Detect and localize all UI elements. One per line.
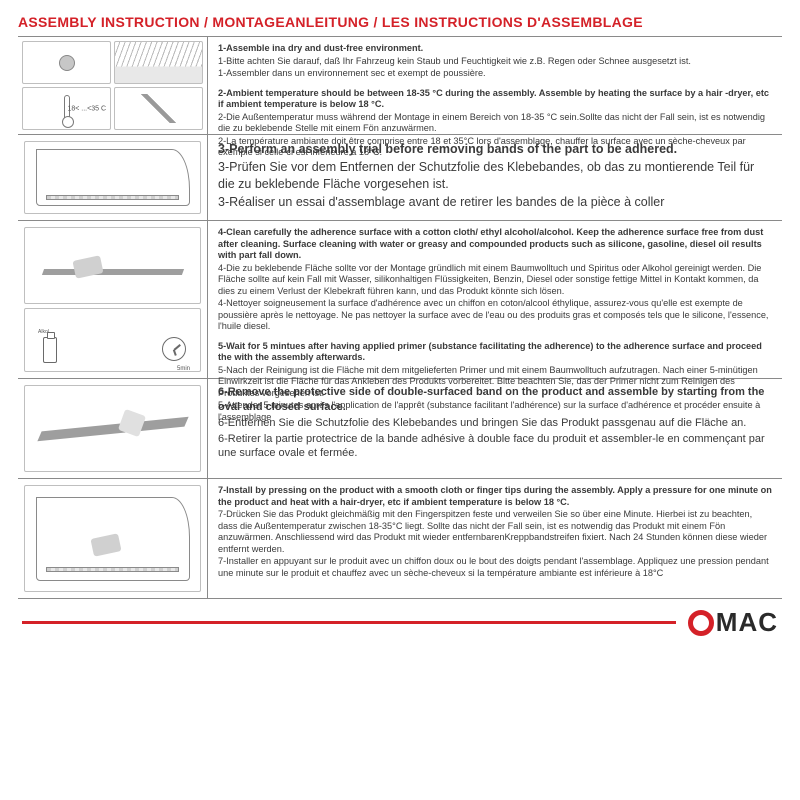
row-step-3: 3-Perform an assembly trial before remov…	[18, 135, 782, 221]
row-step-4-5: Alkol 5min 4-Clean carefully the adheren…	[18, 221, 782, 379]
step4-en: 4-Clean carefully the adherence surface …	[218, 227, 774, 262]
sun-icon	[22, 41, 111, 84]
step3-fr: 3-Réaliser un essai d'assemblage avant d…	[218, 194, 774, 211]
step1-fr: 1-Assembler dans un environnement sec et…	[218, 68, 774, 80]
step6-fr: 6-Retirer la partie protectrice de la ba…	[218, 432, 774, 462]
step7-fr: 7-Installer en appuyant sur le produit a…	[218, 556, 774, 579]
step3-en: 3-Perform an assembly trial before remov…	[218, 141, 774, 158]
logo-text: MAC	[716, 607, 778, 638]
logo-o-icon	[688, 610, 714, 636]
step1-en: 1-Assemble ina dry and dust-free environ…	[218, 43, 774, 55]
temp-range-label: 18< ...<35 C	[67, 105, 106, 112]
step5-en: 5-Wait for 5 mintues after having applie…	[218, 341, 774, 364]
footer-rule	[22, 621, 676, 624]
rain-icon	[114, 41, 203, 84]
thermometer-icon: 18< ...<35 C	[22, 87, 111, 130]
text-step-7: 7-Install by pressing on the product wit…	[208, 479, 782, 598]
step1-de: 1-Bitte achten Sie darauf, daß Ihr Fahrz…	[218, 56, 774, 68]
brand-logo: MAC	[688, 607, 778, 638]
no-touch-icon	[114, 87, 203, 130]
footer: MAC	[18, 599, 782, 638]
illustration-peel-tape	[18, 379, 208, 478]
step7-de: 7-Drücken Sie das Produkt gleichmäßig mi…	[218, 509, 774, 555]
step2-en: 2-Ambient temperature should be between …	[218, 88, 774, 111]
row-step-7: 7-Install by pressing on the product wit…	[18, 479, 782, 599]
step7-en: 7-Install by pressing on the product wit…	[218, 485, 774, 508]
timer-label: 5min	[177, 366, 190, 372]
step4-de: 4-Die zu beklebende Fläche sollte vor de…	[218, 263, 774, 298]
text-step-3: 3-Perform an assembly trial before remov…	[208, 135, 782, 220]
illustration-clean-primer: Alkol 5min	[18, 221, 208, 378]
text-step-1-2: 1-Assemble ina dry and dust-free environ…	[208, 37, 782, 134]
step3-de: 3-Prüfen Sie vor dem Entfernen der Schut…	[218, 159, 774, 193]
alcohol-bottle-icon	[43, 337, 57, 363]
illustration-trial-fit	[18, 135, 208, 220]
illustration-env-temp: 18< ...<35 C	[18, 37, 208, 134]
illustration-press-install	[18, 479, 208, 598]
step2-de: 2-Die Außentemperatur muss während der M…	[218, 112, 774, 135]
timer-icon	[162, 337, 186, 361]
assembly-instruction-sheet: ASSEMBLY INSTRUCTION / MONTAGEANLEITUNG …	[0, 0, 800, 800]
row-step-1-2: 18< ...<35 C 1-Assemble ina dry and dust…	[18, 37, 782, 135]
step6-en: 6-Remove the protective side of double-s…	[218, 385, 774, 415]
text-step-6: 6-Remove the protective side of double-s…	[208, 379, 782, 478]
step4-fr: 4-Nettoyer soigneusement la surface d'ad…	[218, 298, 774, 333]
row-step-6: 6-Remove the protective side of double-s…	[18, 379, 782, 479]
step6-de: 6-Entfernen Sie die Schutzfolie des Kleb…	[218, 416, 774, 431]
text-step-4-5: 4-Clean carefully the adherence surface …	[208, 221, 782, 378]
page-title: ASSEMBLY INSTRUCTION / MONTAGEANLEITUNG …	[18, 14, 782, 30]
